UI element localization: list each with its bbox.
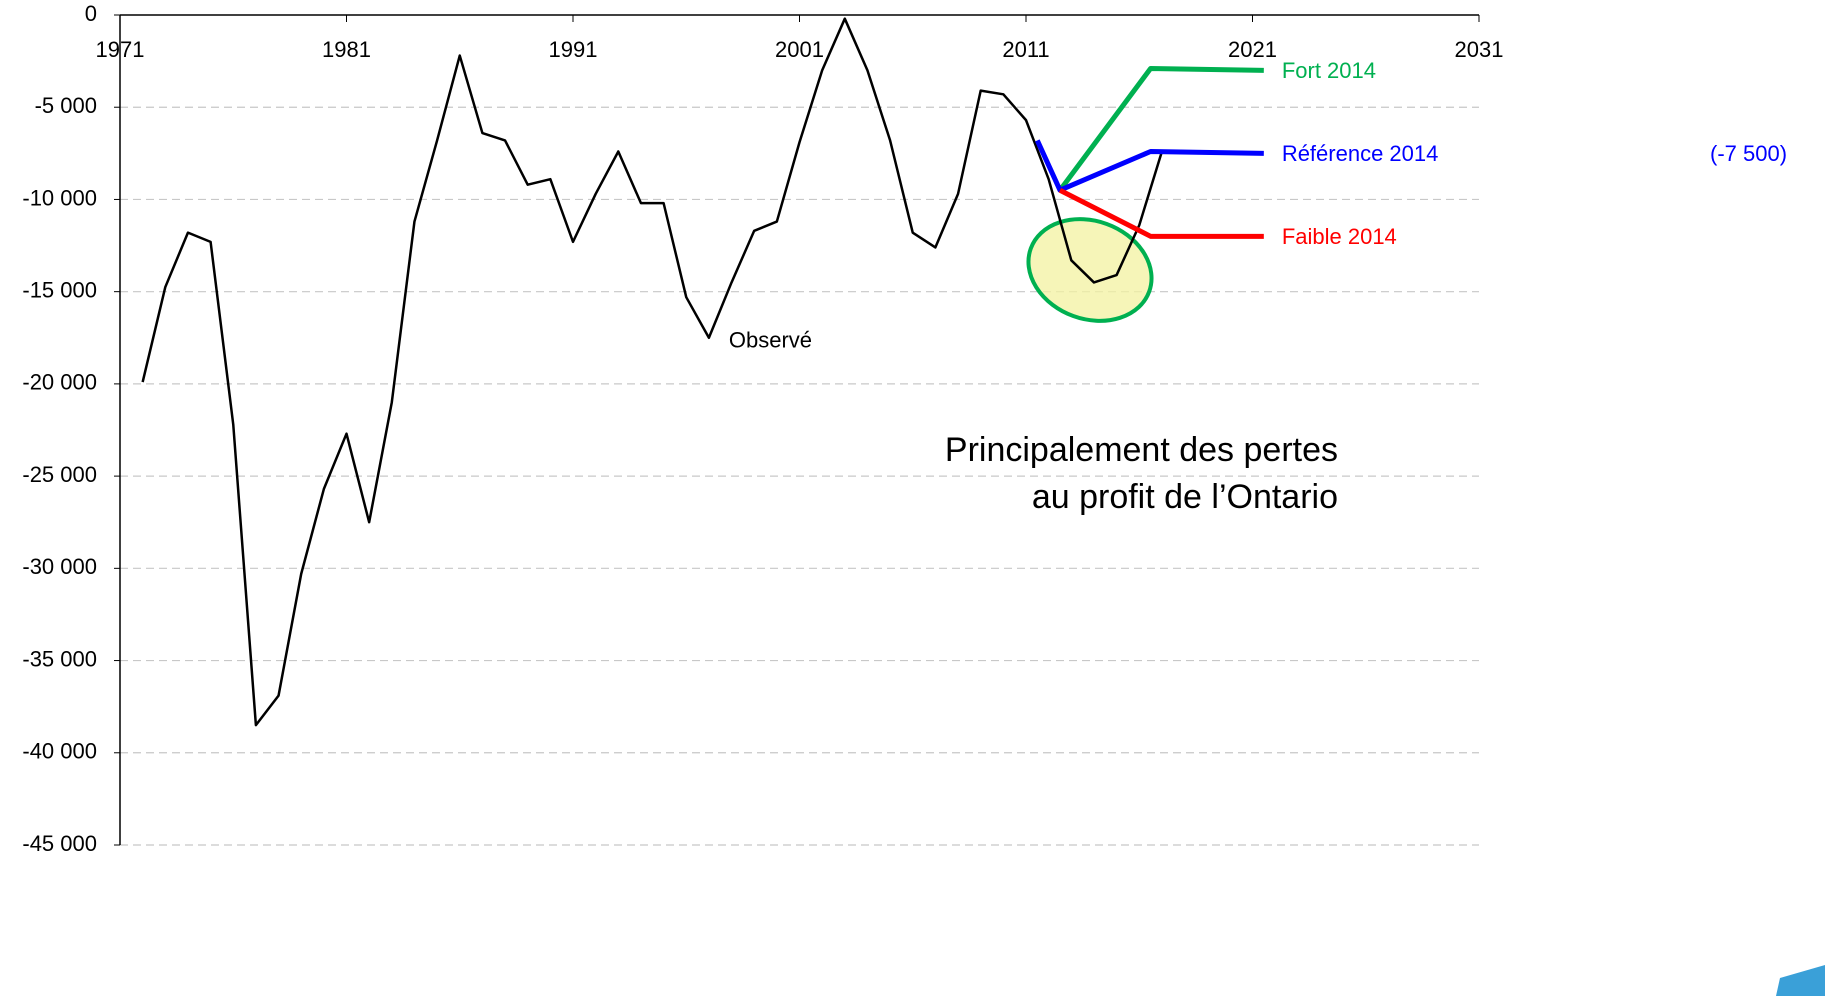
- y-tick-label: -40 000: [22, 739, 97, 764]
- series-line: [1058, 187, 1264, 239]
- x-tick-label: 1981: [322, 37, 371, 62]
- x-tick-label: 1991: [549, 37, 598, 62]
- x-tick-label: 2021: [1228, 37, 1277, 62]
- x-tick-label: 2011: [1002, 37, 1049, 62]
- y-tick-label: -25 000: [22, 462, 97, 487]
- series-line: [1035, 139, 1264, 193]
- y-tick-label: -5 000: [35, 93, 97, 118]
- y-tick-label: -35 000: [22, 646, 97, 671]
- y-tick-label: -45 000: [22, 831, 97, 856]
- series-line: [1057, 65, 1264, 192]
- corner-decoration: [1776, 965, 1825, 996]
- reference-note: (-7 500): [1710, 141, 1787, 166]
- x-tick-label: 2031: [1455, 37, 1504, 62]
- series-label: Faible 2014: [1282, 224, 1397, 249]
- y-tick-label: -10 000: [22, 185, 97, 210]
- series-label: Référence 2014: [1282, 141, 1439, 166]
- series-line: [141, 17, 1164, 727]
- x-tick-label: 1971: [96, 37, 145, 62]
- x-tick-label: 2001: [775, 37, 824, 62]
- y-tick-label: -15 000: [22, 277, 97, 302]
- series-label: Observé: [729, 328, 812, 353]
- y-tick-label: -20 000: [22, 370, 97, 395]
- annotation: Principalement des pertes: [945, 431, 1338, 469]
- annotation: au profit de l’Ontario: [1032, 478, 1338, 516]
- y-tick-label: -30 000: [22, 554, 97, 579]
- series-label: Fort 2014: [1282, 58, 1376, 83]
- highlight: [1026, 217, 1154, 323]
- y-tick-label: 0: [85, 1, 97, 26]
